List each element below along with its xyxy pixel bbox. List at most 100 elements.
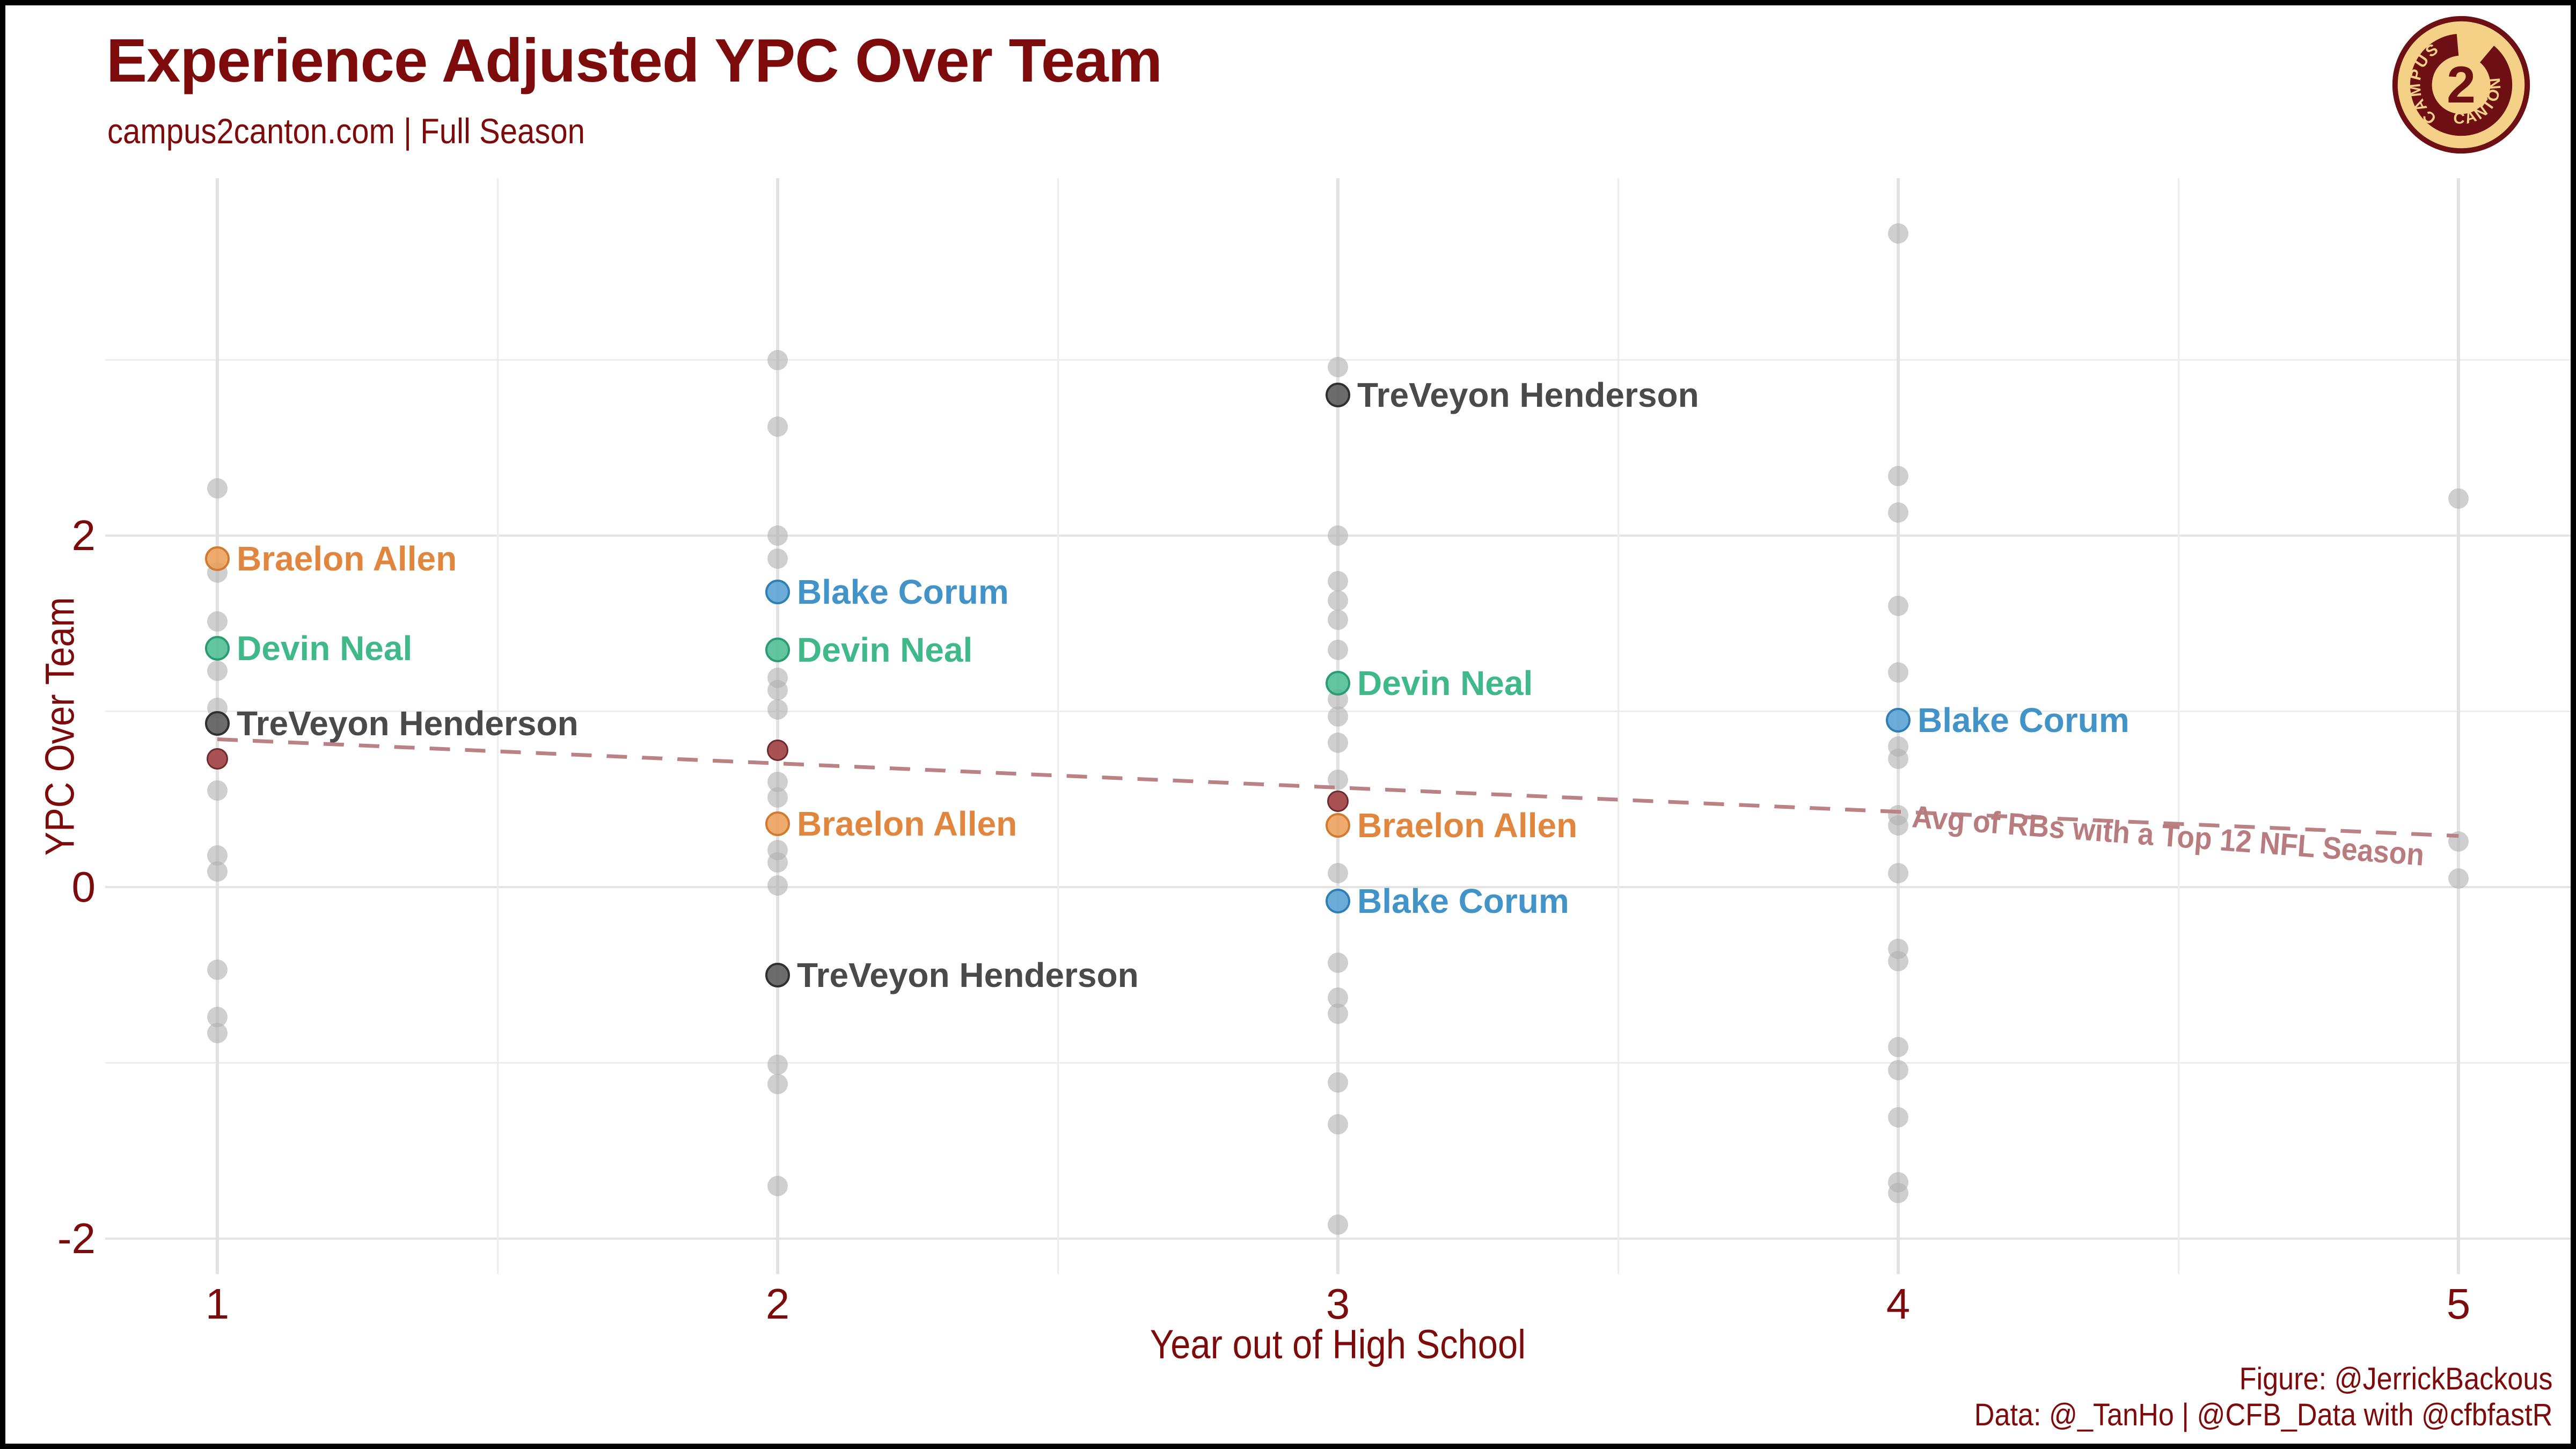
data-point: [1888, 748, 1908, 769]
data-point: [1328, 639, 1348, 660]
data-point: [767, 1175, 788, 1196]
logo-right-band: [2419, 46, 2513, 136]
data-point: [1328, 1072, 1348, 1093]
player-point: [1326, 889, 1350, 914]
data-point: [1888, 1037, 1908, 1058]
player-label: Devin Neal: [237, 628, 413, 668]
data-point: [207, 959, 228, 980]
figure-credit: Figure: @JerrickBackous: [2239, 1362, 2552, 1396]
player-point: [765, 811, 790, 837]
data-point: [1888, 1107, 1908, 1128]
player-point: [765, 637, 790, 662]
data-point: [1328, 356, 1348, 377]
data-point: [207, 1022, 228, 1043]
x-tick-label: 1: [205, 1280, 230, 1328]
x-tick-label: 2: [765, 1280, 790, 1328]
player-label: TreVeyon Henderson: [797, 955, 1139, 994]
data-point: [207, 661, 228, 682]
data-point: [1328, 862, 1348, 883]
data-point: [1888, 502, 1908, 523]
data-point: [1328, 952, 1348, 973]
player-point: [205, 635, 230, 661]
data-point: [767, 699, 788, 720]
data-point: [767, 1054, 788, 1075]
data-point: [767, 787, 788, 808]
data-point: [1888, 465, 1908, 486]
logo-center-disc: [2432, 56, 2490, 114]
player-label: Blake Corum: [797, 572, 1009, 611]
credits: Figure: @JerrickBackous Data: @_TanHo | …: [1910, 1361, 2552, 1433]
campus2canton-logo: CAMPUS CANTON 2: [2392, 16, 2530, 154]
data-credit: Data: @_TanHo | @CFB_Data with @cfbfastR: [1974, 1397, 2552, 1432]
player-point: [1326, 383, 1350, 407]
v-gridline-minor: [2177, 178, 2179, 1274]
player-point: [205, 546, 230, 571]
data-point: [1888, 223, 1908, 244]
player-point: [765, 579, 790, 604]
data-point: [1328, 571, 1348, 592]
v-gridline-minor: [1617, 178, 1619, 1274]
x-tick-label: 4: [1886, 1280, 1911, 1328]
chart-title: Experience Adjusted YPC Over Team: [106, 27, 1162, 95]
avg-point: [767, 739, 788, 761]
y-tick-label: -2: [57, 1214, 96, 1262]
data-point: [2448, 488, 2469, 509]
x-axis-title: Year out of High School: [1150, 1322, 1526, 1367]
data-point: [1888, 1059, 1908, 1080]
player-label: TreVeyon Henderson: [237, 704, 579, 743]
data-point: [1888, 862, 1908, 883]
data-point: [767, 548, 788, 569]
data-point: [1328, 590, 1348, 611]
data-point: [767, 525, 788, 546]
data-point: [207, 861, 228, 882]
data-point: [207, 478, 228, 499]
x-tick-label: 5: [2446, 1280, 2471, 1328]
player-label: Devin Neal: [1357, 664, 1533, 703]
player-label: Braelon Allen: [1357, 806, 1578, 845]
data-point: [2448, 868, 2469, 889]
data-point: [1328, 525, 1348, 546]
v-gridline-minor: [496, 178, 499, 1274]
data-point: [1888, 815, 1908, 836]
trend-line-label: Avg of RBs with a Top 12 NFL Season: [1911, 799, 2426, 873]
data-point: [1888, 950, 1908, 971]
data-point: [1888, 662, 1908, 683]
data-point: [207, 611, 228, 632]
data-point: [1328, 610, 1348, 631]
data-point: [1328, 733, 1348, 753]
player-label: Blake Corum: [1918, 700, 2129, 740]
y-axis-title: YPC Over Team: [37, 597, 83, 856]
player-point: [765, 962, 790, 987]
y-tick-label: 2: [71, 511, 96, 559]
chart-subtitle: campus2canton.com | Full Season: [107, 111, 585, 151]
avg-point: [207, 748, 228, 770]
player-label: Devin Neal: [797, 630, 973, 669]
data-point: [1328, 1214, 1348, 1235]
data-point: [767, 349, 788, 370]
data-point: [767, 875, 788, 896]
avg-point: [1327, 790, 1349, 812]
data-point: [1888, 596, 1908, 616]
data-point: [1328, 1114, 1348, 1135]
data-point: [767, 416, 788, 437]
v-gridline-major: [776, 178, 779, 1274]
v-gridline-major: [2457, 178, 2460, 1274]
data-point: [767, 680, 788, 701]
data-point: [1328, 706, 1348, 727]
player-point: [1326, 671, 1350, 696]
data-point: [1328, 1003, 1348, 1024]
data-point: [1888, 1182, 1908, 1203]
y-tick-label: 0: [71, 863, 96, 911]
player-label: TreVeyon Henderson: [1357, 376, 1699, 414]
x-tick-label: 3: [1326, 1280, 1350, 1328]
player-point: [1886, 707, 1911, 733]
player-point: [1326, 813, 1350, 838]
player-label: Braelon Allen: [797, 804, 1018, 844]
data-point: [767, 852, 788, 873]
data-point: [207, 780, 228, 801]
logo-number-2: 2: [2447, 55, 2476, 114]
player-label: Braelon Allen: [237, 539, 457, 578]
player-label: Blake Corum: [1357, 882, 1569, 921]
data-point: [767, 1073, 788, 1094]
